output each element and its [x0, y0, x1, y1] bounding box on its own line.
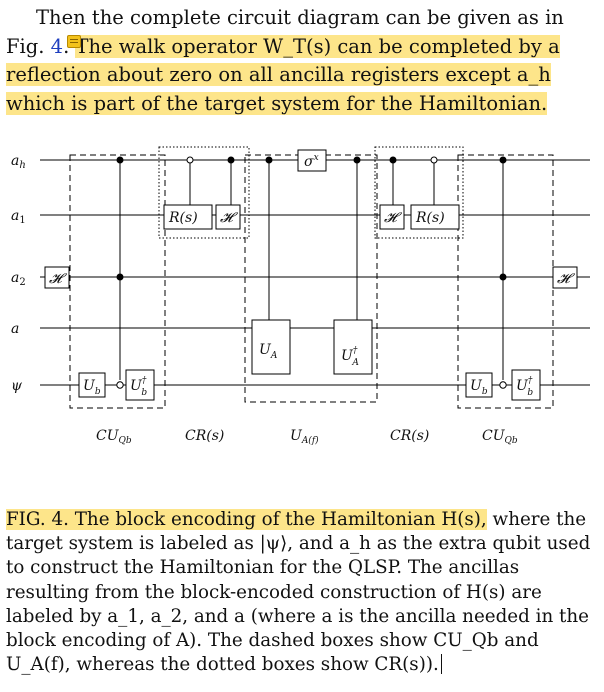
control-dots	[116, 156, 507, 281]
control-dot	[116, 273, 124, 281]
gate-hadamard-cr-left	[215, 204, 241, 230]
wire-label-psi: ψ	[11, 378, 23, 394]
label-rotation: R(s)	[415, 210, 445, 226]
paragraph-top: Then the complete circuit diagram can be…	[6, 4, 596, 118]
gate-ub-dag-right	[511, 369, 541, 401]
open-control	[430, 156, 438, 164]
label-ub-dag: U† b	[516, 376, 533, 398]
block-label-cuqb-right: CUQb	[482, 428, 518, 446]
caption-highlighted[interactable]: FIG. 4. The block encoding of the Hamilt…	[6, 509, 487, 530]
gate-rotation-right	[410, 204, 460, 230]
open-control	[186, 156, 194, 164]
gate-ua	[251, 319, 291, 375]
control-dot	[389, 156, 397, 164]
paragraph-lead-end: .	[63, 34, 70, 58]
control-lines	[119, 160, 504, 380]
label-ua-dag: U† A	[341, 346, 359, 368]
block-labels: CUQb CR(s) UA(f) CR(s) CUQb	[96, 428, 518, 446]
wire-label-a: a	[11, 321, 19, 337]
open-control	[116, 381, 124, 389]
control-dot	[116, 156, 124, 164]
wire-labels: ah a1 a2 a ψ	[11, 153, 26, 394]
highlighted-sentence[interactable]: The walk operator W_T(s) can be complete…	[6, 34, 560, 115]
paragraph-lead: Then the complete circuit diagram can be…	[6, 6, 564, 58]
figure-reference-link[interactable]: 4	[50, 34, 64, 58]
gate-ub-left	[78, 372, 106, 398]
open-control-dots	[116, 156, 507, 389]
gate-rotation-left	[163, 204, 213, 230]
dashed-box-cuqb-left	[69, 154, 166, 409]
circuit-wires	[40, 159, 590, 386]
block-label-cuqb-left: CUQb	[96, 428, 132, 446]
block-label-uaf: UA(f)	[290, 428, 319, 446]
label-ub-dag: U† b	[130, 376, 147, 398]
gate-hadamard-cr-right	[379, 204, 405, 230]
gate-labels: 𝓗 𝓗 𝓗 𝓗 R(s) R(s) σx UA U† A Ub U† b Ub U†…	[49, 153, 575, 398]
open-control	[499, 381, 507, 389]
control-dot	[499, 156, 507, 164]
control-dot	[227, 156, 235, 164]
block-label-cr-right: CR(s)	[390, 428, 429, 444]
gate-hadamard-left	[44, 266, 70, 289]
wire-label-a2: a2	[11, 270, 26, 288]
gate-hadamard-right	[552, 266, 578, 289]
wire-label-ah: ah	[11, 153, 26, 171]
gate-ub-dag-left	[125, 369, 155, 401]
gate-ub-right	[465, 372, 493, 398]
control-dot	[265, 156, 273, 164]
control-dot	[353, 156, 361, 164]
dotted-box-cr-right	[374, 146, 464, 239]
figure-caption: FIG. 4. The block encoding of the Hamilt…	[6, 508, 596, 677]
text-cursor	[440, 654, 442, 675]
dotted-box-cr-left	[158, 146, 250, 239]
label-rotation: R(s)	[168, 210, 198, 226]
gate-ua-dag	[333, 319, 373, 375]
block-label-cr-left: CR(s)	[185, 428, 224, 444]
dotted-boxes	[158, 146, 464, 239]
gate-boxes	[44, 149, 578, 401]
annotation-note-icon[interactable]	[67, 34, 82, 48]
caption-body: where the target system is labeled as |ψ…	[6, 509, 591, 676]
wire-label-a1: a1	[11, 208, 26, 226]
control-dot	[499, 273, 507, 281]
gate-sigma-x	[297, 149, 327, 172]
